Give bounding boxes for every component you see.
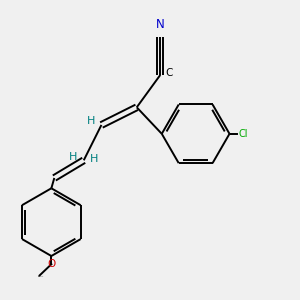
Text: Cl: Cl: [238, 129, 248, 139]
Text: H: H: [69, 152, 77, 162]
Text: C: C: [166, 68, 173, 78]
Text: methoxy: methoxy: [38, 276, 44, 277]
Text: N: N: [156, 18, 165, 31]
Text: O: O: [47, 259, 56, 269]
Text: H: H: [90, 154, 99, 164]
Text: H: H: [87, 116, 95, 126]
